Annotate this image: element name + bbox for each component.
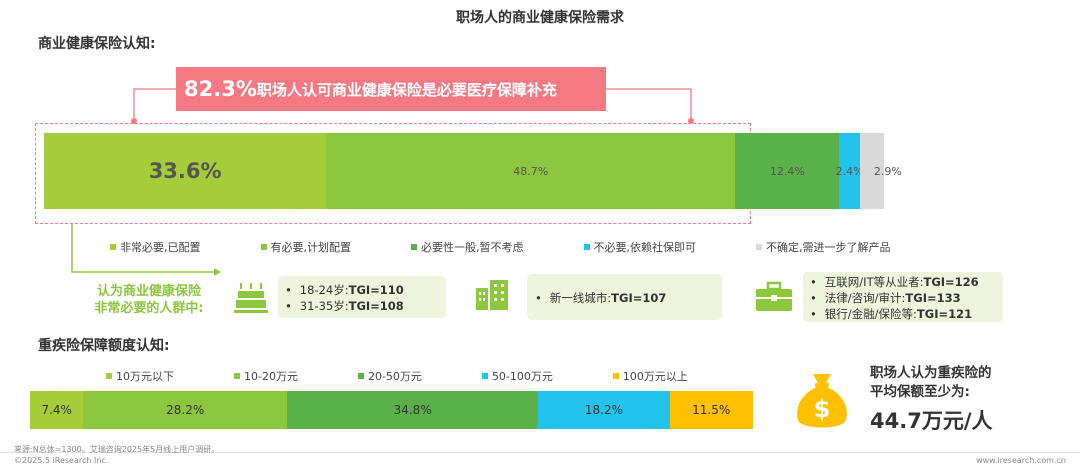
cake-icon [234,283,268,313]
bar-data-label: 7.4% [41,403,72,417]
legend-label: 50-100万元 [491,370,553,383]
bar-segment: 7.4% [30,391,84,429]
bar-data-label: 48.7% [513,164,549,178]
legend-item: 有必要,计划配置 [260,239,352,255]
legend-swatch [583,244,590,250]
industry-tgi-box: 互联网/IT等从业者:TGI=126法律/咨询/审计:TGI=133银行/金融/… [803,272,1003,322]
bar-segment: 48.7% [326,133,736,209]
legend-label: 10-20万元 [244,370,298,383]
tgi-item: 互联网/IT等从业者:TGI=126 [810,274,1003,290]
tgi-value: TGI=107 [611,291,667,305]
tgi-value: TGI=121 [916,307,973,321]
legend-swatch [110,244,116,250]
bar-data-label: 33.6% [148,159,222,183]
legend-item: 非常必要,已配置 [110,239,201,255]
highlight-callout: 82.3% 职场人认可商业健康保险是必要医疗保障补充 [176,67,606,111]
tgi-value: TGI=108 [348,299,404,313]
awareness-legend: 非常必要,已配置 有必要,计划配置 必要性一般,暂不考虑 不必要,依赖社保即可 不确定,… [110,239,951,255]
bar-data-label: 2.4% [835,164,864,178]
avg-amount-caption: 职场人认为重疾险的 平均保额至少为: [870,364,992,402]
footer-source: 来源:N总体=1300。艾瑞咨询2025年5月线上用户调研。 [14,445,220,454]
bar-data-label: 28.2% [166,403,205,417]
avg-amount-value: 44.7万元/人 [870,409,993,433]
building-icon [476,280,508,310]
legend-label: 10万元以下 [116,370,174,383]
section-title-awareness: 商业健康保险认知: [38,36,156,52]
critical-illness-legend: 10万元以下 10-20万元 20-50万元 50-100万元 100万元以上 [106,368,748,384]
tgi-value: TGI=126 [923,275,979,289]
section-title-critical-illness: 重疾险保障额度认知: [38,338,170,354]
tgi-item-label: 18-24岁: [299,283,349,297]
footer-divider [0,452,1080,453]
bar-segment: 34.8% [287,391,539,429]
legend-item: 20-50万元 [357,368,422,384]
legend-swatch [357,373,364,379]
tgi-item: 18-24岁:TGI=110 [285,282,446,298]
legend-swatch [106,373,112,379]
crowd-label-line1: 认为商业健康保险 [96,284,201,299]
svg-text:$: $ [814,395,831,423]
legend-label: 有必要,计划配置 [270,241,352,254]
bar-segment: 33.6% [44,133,327,209]
bar-segment: 11.5% [669,391,753,429]
legend-item: 10-20万元 [234,368,298,384]
legend-swatch [756,244,762,250]
tgi-item-label: 新一线城市: [549,291,612,305]
bar-segment: 2.9% [859,133,902,209]
age-tgi-list: 18-24岁:TGI=11031-35岁:TGI=108 [285,282,446,314]
legend-swatch [411,244,417,250]
legend-label: 不确定,需进一步了解产品 [766,241,891,254]
bar-segment: 2.4% [836,133,864,209]
crowd-label: 认为商业健康保险 非常必要的人群中: [74,283,224,317]
tgi-item-label: 法律/咨询/审计: [824,291,906,305]
legend-item: 100万元以上 [612,368,688,384]
tgi-item: 新一线城市:TGI=107 [535,290,722,306]
highlight-number: 82.3% [184,77,257,101]
bar-data-label: 34.8% [393,403,432,417]
crowd-label-line2: 非常必要的人群中: [94,301,204,316]
briefcase-icon [756,281,792,311]
tgi-item: 31-35岁:TGI=108 [285,298,446,314]
industry-tgi-list: 互联网/IT等从业者:TGI=126法律/咨询/审计:TGI=133银行/金融/… [810,274,1003,322]
tgi-item-label: 银行/金融/保险等: [824,307,917,321]
bar-data-label: 12.4% [769,164,805,178]
bar-data-label: 11.5% [692,403,731,417]
tgi-value: TGI=133 [905,291,961,305]
footer-site: www.iresearch.com.cn [976,456,1066,465]
bar-segment: 28.2% [83,391,288,429]
legend-label: 必要性一般,暂不考虑 [421,241,524,254]
highlight-text: 职场人认可商业健康保险是必要医疗保障补充 [256,80,557,99]
legend-item: 不确定,需进一步了解产品 [756,239,891,255]
tgi-item-label: 31-35岁: [299,299,349,313]
legend-label: 100万元以上 [622,370,688,383]
legend-swatch [260,244,267,250]
tgi-item: 法律/咨询/审计:TGI=133 [810,290,1003,306]
bar-data-label: 18.2% [584,403,624,417]
city-tgi-list: 新一线城市:TGI=107 [535,290,722,306]
age-tgi-box: 18-24岁:TGI=11031-35岁:TGI=108 [278,276,446,318]
city-tgi-box: 新一线城市:TGI=107 [527,274,722,320]
legend-swatch [234,373,240,379]
avg-caption-line1: 职场人认为重疾险的 [870,365,992,381]
bar-segment: 18.2% [538,391,670,429]
footer-copyright: ©2025.5 iResearch Inc. [14,456,109,465]
tgi-item-label: 互联网/IT等从业者: [824,275,924,289]
avg-caption-line2: 平均保额至少为: [870,384,970,400]
legend-label: 不必要,依赖社保即可 [593,241,697,254]
bar-data-label: 2.9% [873,164,902,178]
legend-item: 10万元以下 [106,368,174,384]
money-bag-icon: $ [797,374,847,428]
tgi-value: TGI=110 [348,283,404,297]
legend-swatch [481,373,488,379]
page-title: 职场人的商业健康保险需求 [456,10,624,26]
legend-item: 不必要,依赖社保即可 [583,239,697,255]
tgi-item: 银行/金融/保险等:TGI=121 [810,306,1003,322]
bar-segment: 12.4% [735,133,840,209]
legend-label: 20-50万元 [367,370,422,383]
legend-item: 必要性一般,暂不考虑 [411,239,524,255]
legend-label: 非常必要,已配置 [120,241,201,254]
legend-swatch [612,373,619,379]
legend-item: 50-100万元 [481,368,553,384]
